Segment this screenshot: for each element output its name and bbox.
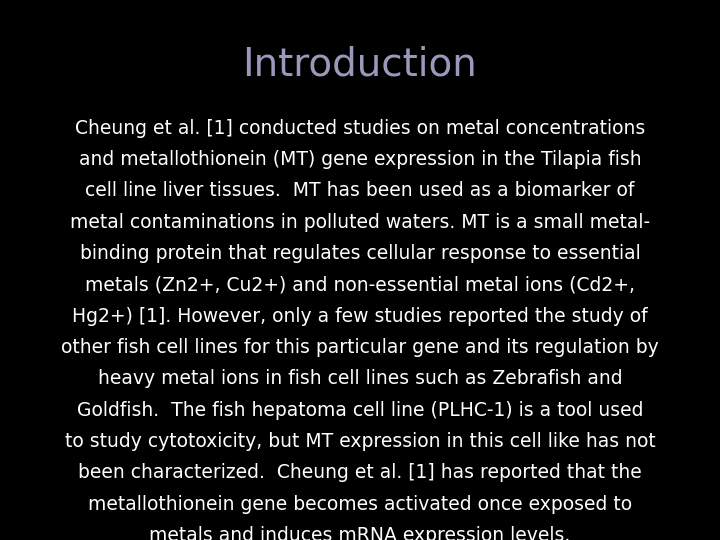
Text: and metallothionein (MT) gene expression in the Tilapia fish: and metallothionein (MT) gene expression… [78,150,642,169]
Text: metallothionein gene becomes activated once exposed to: metallothionein gene becomes activated o… [88,495,632,514]
Text: cell line liver tissues.  MT has been used as a biomarker of: cell line liver tissues. MT has been use… [85,181,635,200]
Text: been characterized.  Cheung et al. [1] has reported that the: been characterized. Cheung et al. [1] ha… [78,463,642,482]
Text: Cheung et al. [1] conducted studies on metal concentrations: Cheung et al. [1] conducted studies on m… [75,119,645,138]
Text: Goldfish.  The fish hepatoma cell line (PLHC-1) is a tool used: Goldfish. The fish hepatoma cell line (P… [77,401,643,420]
Text: to study cytotoxicity, but MT expression in this cell like has not: to study cytotoxicity, but MT expression… [65,432,655,451]
Text: metal contaminations in polluted waters. MT is a small metal-: metal contaminations in polluted waters.… [70,213,650,232]
Text: metals and induces mRNA expression levels.: metals and induces mRNA expression level… [149,526,571,540]
Text: metals (Zn2+, Cu2+) and non-essential metal ions (Cd2+,: metals (Zn2+, Cu2+) and non-essential me… [85,275,635,294]
Text: heavy metal ions in fish cell lines such as Zebrafish and: heavy metal ions in fish cell lines such… [98,369,622,388]
Text: Introduction: Introduction [243,46,477,84]
Text: Hg2+) [1]. However, only a few studies reported the study of: Hg2+) [1]. However, only a few studies r… [72,307,648,326]
Text: other fish cell lines for this particular gene and its regulation by: other fish cell lines for this particula… [61,338,659,357]
Text: binding protein that regulates cellular response to essential: binding protein that regulates cellular … [80,244,640,263]
